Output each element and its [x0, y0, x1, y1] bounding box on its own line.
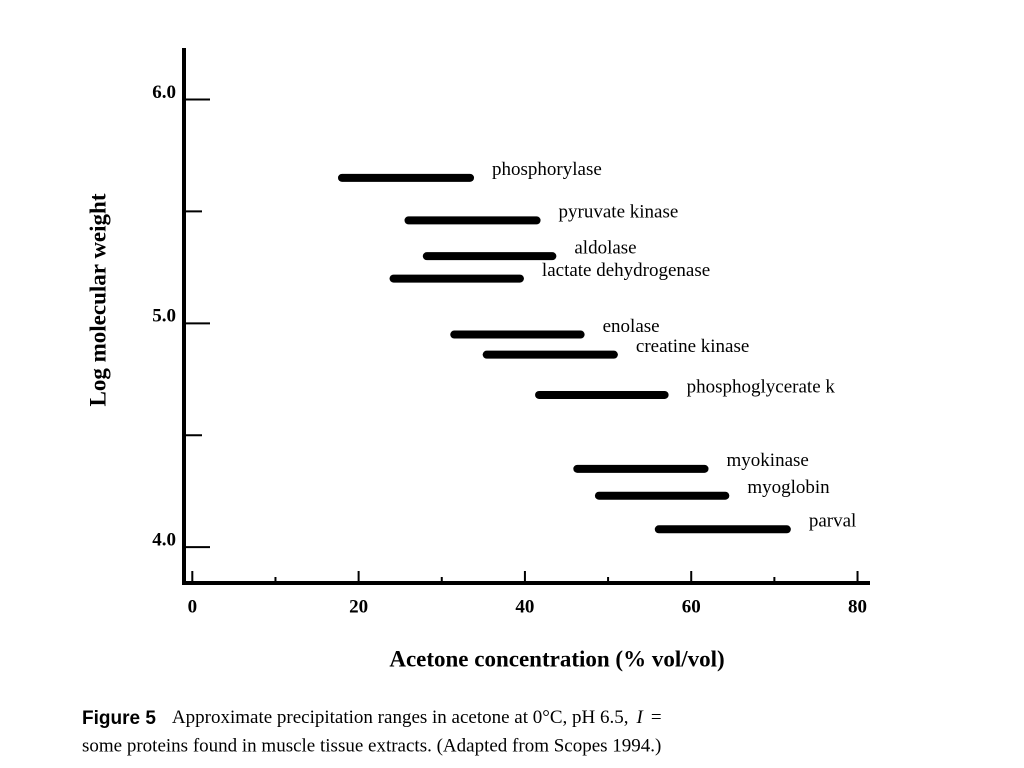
x-tick-label: 0	[188, 596, 198, 617]
bar-label: pyruvate kinase	[559, 202, 679, 223]
x-tick-label: 60	[682, 596, 701, 617]
bar-label: lactate dehydrogenase	[542, 260, 710, 281]
caption-label: Figure 5	[82, 708, 156, 729]
y-tick-label: 4.0	[152, 530, 176, 551]
caption-text: some proteins found in muscle tissue ext…	[82, 735, 661, 756]
caption-text: Approximate precipitation ranges in acet…	[172, 707, 629, 728]
bar-label: phosphorylase	[492, 159, 602, 180]
caption: Figure 5 Approximate precipitation range…	[82, 707, 662, 729]
bar-label: myoglobin	[747, 477, 830, 498]
bar-label: creatine kinase	[636, 336, 749, 357]
bar-label: phosphoglycerate k	[687, 376, 836, 397]
bar-label: parval	[809, 511, 856, 532]
y-tick-label: 6.0	[152, 82, 176, 103]
y-tick-label: 5.0	[152, 306, 176, 327]
x-tick-label: 80	[848, 596, 867, 617]
x-tick-label: 20	[349, 596, 368, 617]
caption-text: =	[651, 707, 662, 728]
caption-symbol: I	[636, 707, 645, 728]
y-axis-title: Log molecular weight	[85, 193, 110, 406]
bar-label: myokinase	[727, 450, 809, 471]
bar-label: enolase	[603, 316, 660, 337]
bar-label: aldolase	[574, 238, 636, 259]
x-tick-label: 40	[515, 596, 534, 617]
x-axis-title: Acetone concentration (% vol/vol)	[389, 646, 724, 671]
